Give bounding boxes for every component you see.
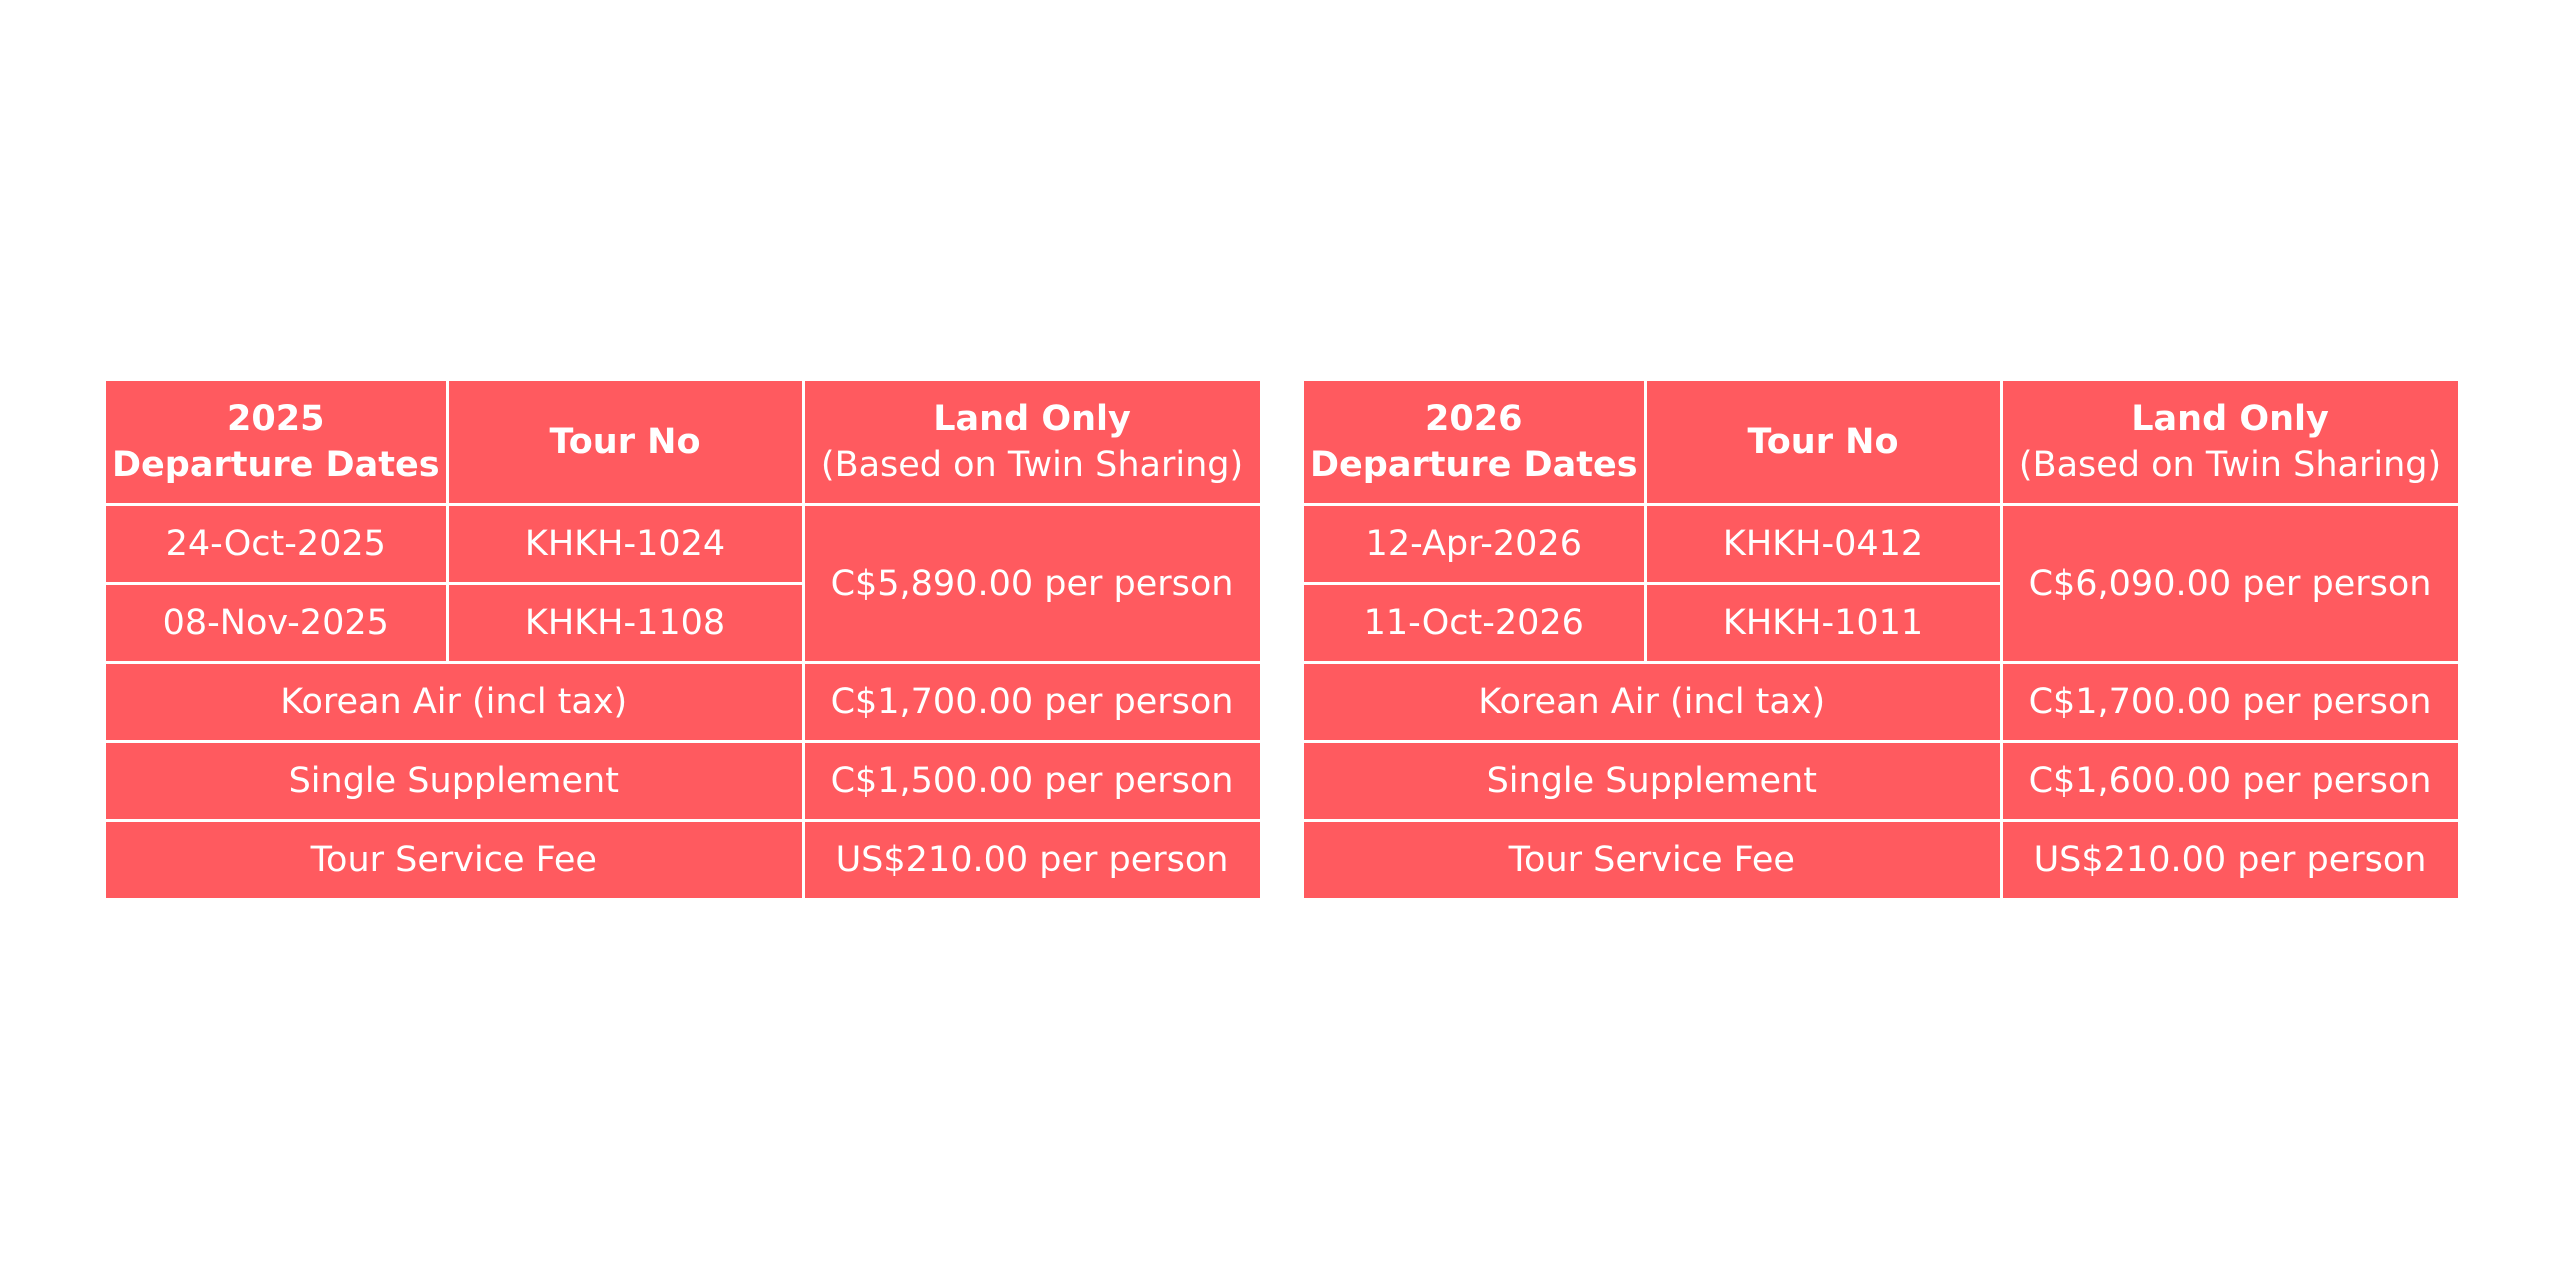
- extra-price: C$1,600.00 per person: [1999, 740, 2461, 822]
- extra-label: Korean Air (incl tax): [1301, 661, 2003, 743]
- header-row: 2026 Departure Dates Tour No Land Only (…: [1301, 378, 2461, 506]
- header-row: 2025 Departure Dates Tour No Land Only (…: [103, 378, 1263, 506]
- extra-price: US$210.00 per person: [1999, 819, 2461, 901]
- extra-row-single-supplement: Single Supplement C$1,600.00 per person: [1301, 740, 2461, 822]
- extra-row-service-fee: Tour Service Fee US$210.00 per person: [1301, 819, 2461, 901]
- land-only-label: Land Only: [933, 399, 1131, 439]
- year-label: 2026: [1425, 399, 1523, 439]
- departure-date: 11-Oct-2026: [1301, 582, 1647, 664]
- departure-row: 08-Nov-2025 KHKH-1108: [103, 582, 1262, 664]
- extra-label: Tour Service Fee: [103, 819, 805, 901]
- extra-price: US$210.00 per person: [801, 819, 1263, 901]
- tour-number: KHKH-1011: [1643, 582, 2003, 664]
- extra-label: Single Supplement: [1301, 740, 2003, 822]
- departure-row: 12-Apr-2026 KHKH-0412 C$6,090.00 per per…: [1301, 503, 2461, 664]
- price-table-2026: 2026 Departure Dates Tour No Land Only (…: [1301, 378, 2461, 901]
- departure-dates-header: 2025 Departure Dates: [103, 378, 449, 506]
- departure-date: 24-Oct-2025: [103, 503, 449, 585]
- departure-date: 08-Nov-2025: [103, 582, 449, 664]
- tour-no-header: Tour No: [445, 378, 805, 506]
- year-label: 2025: [227, 399, 325, 439]
- departure-date: 12-Apr-2026: [1301, 503, 1647, 585]
- tour-number: KHKH-1108: [445, 582, 805, 664]
- extra-price: C$1,500.00 per person: [801, 740, 1263, 822]
- price-table-2025: 2025 Departure Dates Tour No Land Only (…: [103, 378, 1263, 901]
- departure-row: 24-Oct-2025 KHKH-1024 C$5,890.00 per per…: [103, 503, 1263, 664]
- departure-dates-label: Departure Dates: [1310, 445, 1638, 485]
- extra-price: C$1,700.00 per person: [801, 661, 1263, 743]
- tour-number: KHKH-1024: [445, 503, 805, 585]
- land-only-price: C$5,890.00 per person: [801, 503, 1263, 664]
- extra-price: C$1,700.00 per person: [1999, 661, 2461, 743]
- land-only-header: Land Only (Based on Twin Sharing): [1999, 378, 2461, 506]
- extra-label: Tour Service Fee: [1301, 819, 2003, 901]
- extra-label: Korean Air (incl tax): [103, 661, 805, 743]
- extra-row-service-fee: Tour Service Fee US$210.00 per person: [103, 819, 1263, 901]
- twin-sharing-note: (Based on Twin Sharing): [820, 445, 1244, 485]
- departure-dates-label: Departure Dates: [112, 445, 440, 485]
- extra-label: Single Supplement: [103, 740, 805, 822]
- departure-row: 11-Oct-2026 KHKH-1011: [1301, 582, 2460, 664]
- extra-row-airfare: Korean Air (incl tax) C$1,700.00 per per…: [1301, 661, 2461, 743]
- tour-number: KHKH-0412: [1643, 503, 2003, 585]
- tour-no-header: Tour No: [1643, 378, 2003, 506]
- departure-dates-header: 2026 Departure Dates: [1301, 378, 1647, 506]
- extra-row-single-supplement: Single Supplement C$1,500.00 per person: [103, 740, 1263, 822]
- twin-sharing-note: (Based on Twin Sharing): [2018, 445, 2442, 485]
- land-only-label: Land Only: [2131, 399, 2329, 439]
- land-only-header: Land Only (Based on Twin Sharing): [801, 378, 1263, 506]
- extra-row-airfare: Korean Air (incl tax) C$1,700.00 per per…: [103, 661, 1263, 743]
- land-only-price: C$6,090.00 per person: [1999, 503, 2461, 664]
